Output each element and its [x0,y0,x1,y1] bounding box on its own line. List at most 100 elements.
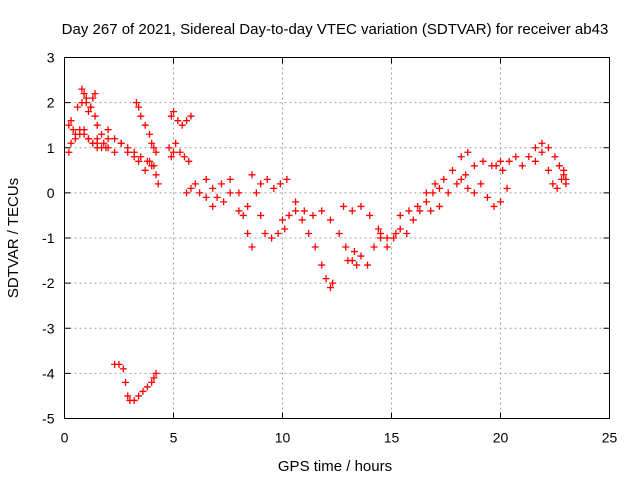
data-point [130,148,138,156]
data-point [457,175,465,183]
data-point [335,229,343,237]
y-tick-label: -3 [42,320,55,336]
data-point [357,252,365,260]
data-point [318,207,326,215]
data-point [148,139,156,147]
series-arc-07 [132,99,160,156]
data-point [440,175,448,183]
data-point [348,257,356,265]
data-point [483,193,491,201]
series-arc-13 [202,175,256,251]
data-point [257,180,265,188]
data-point [492,162,500,170]
data-point [416,207,424,215]
data-point [111,135,119,143]
data-point [239,211,247,219]
data-point [300,207,308,215]
series-arc-23 [457,175,511,210]
data-point [427,207,435,215]
data-point [124,392,132,400]
data-point [152,369,160,377]
data-point [135,157,143,165]
data-point [364,261,372,269]
data-point [285,211,293,219]
y-tick-label: 3 [47,50,55,66]
series-arc-14 [248,171,289,242]
data-point [119,365,127,373]
x-tick-label: 25 [602,430,618,446]
data-point [132,99,140,107]
x-tick-label: 15 [384,430,400,446]
data-point [141,166,149,174]
series-arc-15 [257,175,291,192]
x-tick-label: 10 [275,430,291,446]
data-point [453,180,461,188]
data-point [76,126,84,134]
data-point [84,135,92,143]
series-arc-20 [377,184,443,251]
data-point [538,148,546,156]
y-tick-label: 0 [47,185,55,201]
y-tick-label: 1 [47,140,55,156]
data-point [78,99,86,107]
series-arc-08 [141,157,162,188]
data-point [435,202,443,210]
data-point [268,234,276,242]
data-point [104,144,112,152]
data-point [248,171,256,179]
data-point [274,229,282,237]
plot-frame [64,57,610,419]
data-point [383,243,391,251]
data-point [252,189,260,197]
data-point [281,225,289,233]
data-point [209,202,217,210]
series-arc-26 [544,166,570,192]
data-point [318,261,326,269]
series-arc-04 [74,94,101,129]
data-point [479,157,487,165]
data-point [152,148,160,156]
data-point [84,108,92,116]
data-point [435,184,443,192]
data-point [167,112,175,120]
data-point [403,229,411,237]
data-point [392,229,400,237]
data-point [464,148,472,156]
data-point [298,216,306,224]
data-point [553,184,561,192]
series-arc-11 [111,360,160,404]
data-point [91,112,99,120]
series-arc-09 [165,139,193,165]
data-point [409,216,417,224]
series-arc-25 [531,144,570,183]
data-point [497,198,504,206]
x-axis-label: GPS time / hours [278,458,392,475]
data-point [93,135,101,143]
data-point [457,153,465,161]
data-point [257,211,265,219]
data-point [130,396,138,404]
data-point [104,135,112,143]
data-point [462,171,470,179]
x-tick-label: 0 [61,430,69,446]
data-point [357,202,365,210]
data-point [91,90,99,98]
data-point [135,392,143,400]
data-point [80,130,88,138]
data-point [172,139,180,147]
data-point [235,207,243,215]
data-point [65,121,73,129]
data-point [248,243,256,251]
data-point [93,121,101,129]
data-point [340,202,348,210]
series-arc-10 [167,108,195,129]
data-point [538,139,546,147]
data-point [235,189,243,197]
data-point [562,180,570,188]
data-point [276,180,284,188]
data-point [65,148,73,156]
data-point [226,175,234,183]
data-point [217,180,225,188]
data-point [263,175,271,183]
data-point [470,189,478,197]
